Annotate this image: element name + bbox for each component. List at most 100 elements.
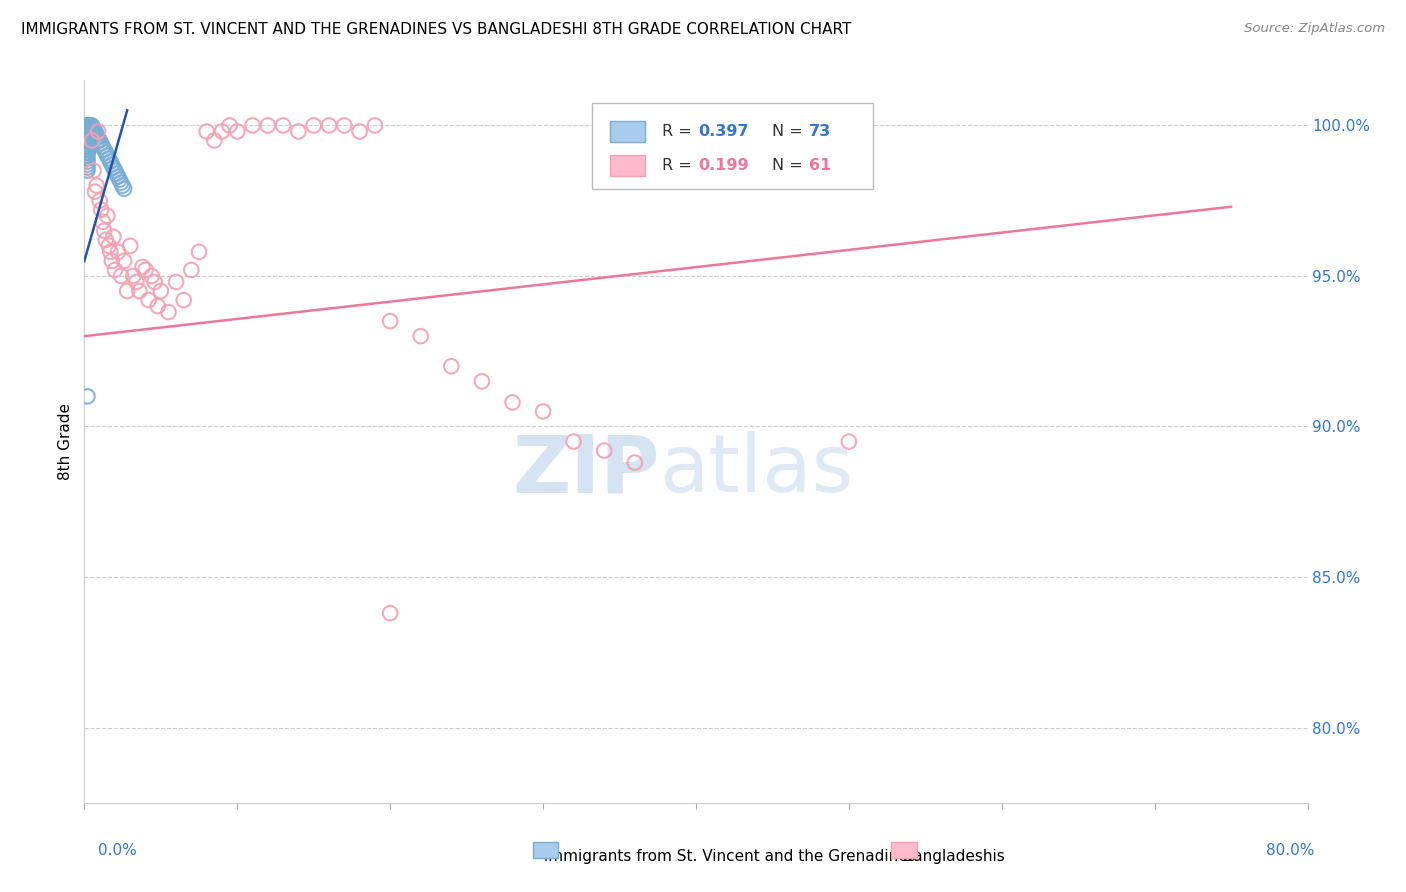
Point (110, 176, 132, 190)
Text: 0.199: 0.199 (699, 158, 749, 173)
Point (380, 314, 402, 328)
Text: 0.0%: 0.0% (98, 843, 138, 858)
Point (80, 121, 103, 136)
Point (90, 202, 112, 217)
Point (257, 119, 280, 133)
Point (165, 275, 187, 289)
Point (98, 244, 121, 259)
Point (108, 172, 131, 186)
Point (75, 143, 97, 157)
Point (105, 167, 128, 181)
Point (287, 124, 309, 138)
Text: N =: N = (772, 158, 807, 173)
Point (104, 263, 127, 277)
Point (77, 143, 100, 157)
Point (76, 124, 98, 138)
Point (101, 254, 124, 268)
Point (302, 119, 325, 133)
Point (141, 268, 163, 283)
Point (79, 130, 101, 145)
Point (87, 130, 110, 145)
Point (75, 145, 97, 160)
Point (135, 263, 157, 277)
Point (173, 293, 195, 307)
Point (76, 130, 98, 145)
Point (107, 244, 129, 259)
Point (471, 374, 494, 388)
Point (77, 119, 100, 133)
Point (76, 152, 98, 166)
Point (77, 136, 100, 151)
Text: 0.397: 0.397 (699, 124, 749, 139)
Point (98, 154, 121, 169)
Point (77, 130, 100, 145)
Point (76, 121, 98, 136)
Point (624, 456, 647, 470)
Point (75, 134, 97, 148)
Point (202, 134, 225, 148)
Point (76, 139, 98, 153)
Point (77, 124, 100, 138)
Point (122, 268, 145, 283)
Point (103, 230, 125, 244)
Point (87, 134, 110, 148)
Point (76, 148, 98, 162)
Point (80, 128, 103, 142)
Point (77, 139, 100, 153)
Point (76, 143, 98, 157)
Point (80, 124, 103, 138)
Point (80, 134, 103, 148)
Point (83, 128, 105, 142)
Point (84, 185, 107, 199)
Point (75, 148, 97, 162)
Point (218, 119, 240, 133)
Point (83, 124, 105, 138)
Point (180, 263, 202, 277)
FancyBboxPatch shape (610, 155, 644, 176)
Point (128, 284, 150, 298)
Text: R =: R = (662, 124, 696, 139)
Text: Source: ZipAtlas.com: Source: ZipAtlas.com (1244, 22, 1385, 36)
Point (76, 158, 98, 172)
Point (502, 395, 524, 409)
Point (87, 124, 110, 138)
Point (107, 169, 129, 184)
Point (364, 119, 387, 133)
Point (115, 284, 138, 298)
Point (97, 239, 120, 253)
Point (149, 284, 172, 298)
Point (94, 233, 117, 247)
Point (157, 305, 180, 319)
Point (76, 161, 98, 175)
Text: atlas: atlas (659, 432, 853, 509)
Point (226, 124, 249, 138)
Point (80, 119, 103, 133)
Y-axis label: 8th Grade: 8th Grade (58, 403, 73, 480)
Point (83, 163, 105, 178)
Point (111, 178, 134, 193)
Point (76, 163, 98, 178)
Text: 61: 61 (808, 158, 831, 173)
Point (76, 389, 98, 403)
Point (380, 606, 402, 620)
Point (79, 124, 101, 138)
Point (120, 239, 142, 253)
FancyBboxPatch shape (592, 103, 873, 189)
Point (75, 124, 97, 138)
Point (79, 119, 101, 133)
Point (93, 143, 115, 157)
Point (409, 329, 432, 343)
Point (77, 134, 100, 148)
Text: 80.0%: 80.0% (1267, 843, 1315, 858)
Point (75, 139, 97, 153)
Point (188, 244, 211, 259)
Point (333, 119, 356, 133)
Point (146, 299, 169, 313)
Point (97, 152, 120, 166)
Point (86, 130, 108, 145)
Point (838, 434, 860, 449)
Text: N =: N = (772, 124, 807, 139)
Point (75, 119, 97, 133)
Point (271, 119, 294, 133)
Text: Immigrants from St. Vincent and the Grenadines: Immigrants from St. Vincent and the Gren… (534, 849, 917, 864)
